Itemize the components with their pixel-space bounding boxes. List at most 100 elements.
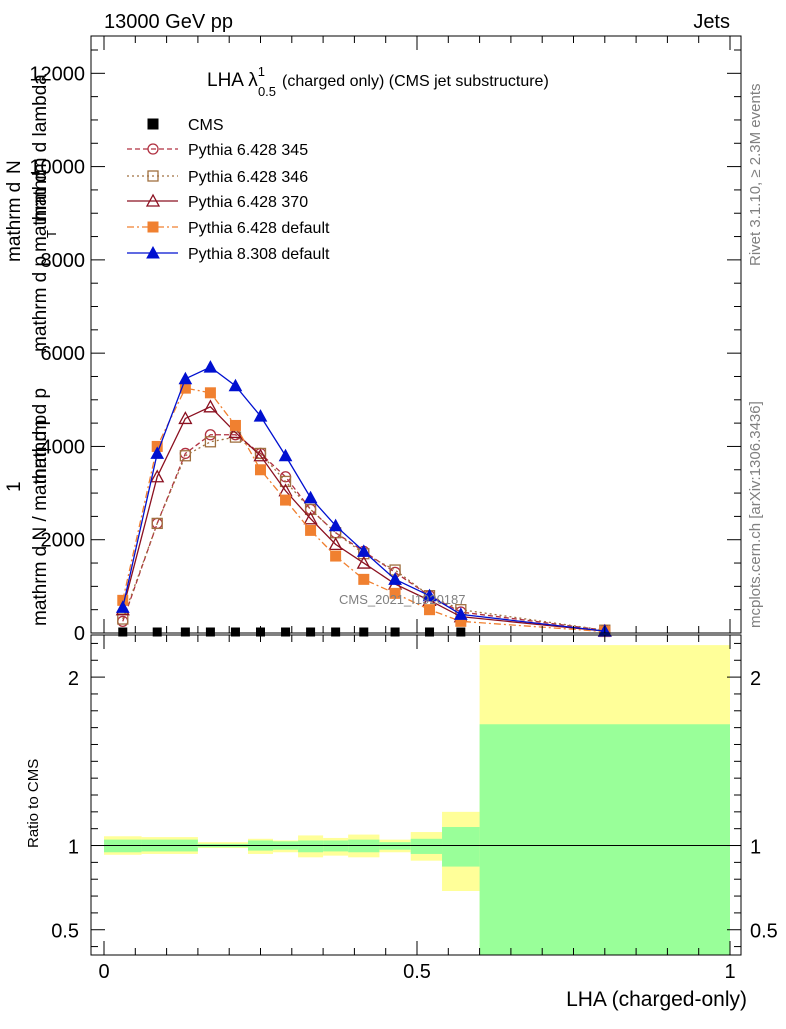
data-point: [146, 245, 160, 259]
data-point: [356, 555, 371, 569]
data-point: [147, 118, 159, 130]
ylabel-part-7: mathrm d p: [30, 256, 51, 352]
x-axis-label: LHA (charged-only): [566, 988, 747, 1011]
process-label: Jets: [693, 11, 730, 33]
ylabel-part-1: 1: [4, 481, 25, 492]
analysis-watermark: CMS_2021_I1920187: [339, 592, 466, 607]
main-plot-frame: [90, 35, 742, 634]
data-point: [278, 448, 293, 462]
ylabel-part-9: T: [44, 230, 59, 238]
legend-label-p6-345: Pythia 6.428 345: [188, 142, 308, 159]
main-ytick-label: 10000: [29, 157, 85, 179]
main-ytick-label: 2000: [41, 530, 86, 552]
ratio-plot: 0.5 0.5 1 1 2 2 0 0.5 1 Ratio to CMS LHA (charge…: [25, 634, 778, 1011]
data-point: [145, 193, 161, 207]
ratio-ytick-label-right: 0.5: [750, 921, 778, 943]
data-point: [304, 503, 317, 516]
main-y-axis-label: 1 mathrm d N / mathrm d p mathrm d p mat…: [4, 74, 59, 626]
series-line: [122, 406, 605, 632]
ylabel-part-3: mathrm d p: [30, 388, 51, 484]
data-point: [152, 627, 162, 637]
ratio-ytick-label-right: 1: [750, 837, 761, 859]
data-point: [204, 387, 216, 399]
data-point: [280, 494, 292, 506]
ratio-y-axis-label: Ratio to CMS: [25, 759, 42, 848]
data-point: [203, 360, 218, 373]
data-point: [388, 572, 402, 585]
data-point: [147, 221, 159, 233]
data-point: [255, 464, 266, 476]
data-point: [179, 450, 192, 462]
data-point: [306, 627, 316, 637]
ratio-band-green: [479, 724, 730, 955]
legend-label-p6-370: Pythia 6.428 370: [188, 194, 308, 211]
series-line: [122, 436, 605, 631]
plot-title: LHA λ1 0.5(charged only) (CMS jet substru…: [207, 64, 549, 99]
data-point: [303, 511, 318, 525]
data-point: [424, 604, 436, 616]
data-point: [328, 518, 343, 532]
x-tick-label: 0: [98, 961, 109, 983]
data-point: [356, 544, 371, 557]
data-point: [390, 627, 400, 637]
data-point: [118, 627, 128, 637]
main-plot: 0 2000 4000 6000 8000 10000 12000 LHA λ1 0.5(ch…: [4, 35, 742, 645]
site-label: mcplots.cern.ch [arXiv:1306.3436]: [747, 401, 764, 628]
data-point: [180, 627, 190, 637]
data-point: [279, 475, 292, 488]
main-plot-axes: 0 2000 4000 6000 8000 10000 12000: [29, 36, 741, 645]
main-plot-data: [115, 360, 612, 638]
data-point: [389, 587, 401, 599]
data-point: [453, 607, 468, 620]
ratio-band-green: [442, 827, 480, 867]
data-point: [331, 627, 341, 637]
data-point: [229, 419, 241, 431]
ylabel-part-4: mathrm d lambda: [30, 74, 51, 222]
data-point: [150, 446, 165, 459]
data-point: [281, 627, 291, 637]
data-point: [230, 627, 240, 637]
data-point: [178, 411, 193, 425]
data-point: [115, 600, 130, 613]
data-point: [425, 627, 435, 637]
data-point: [228, 378, 243, 392]
main-ytick-label: 6000: [41, 343, 86, 365]
main-ytick-label: 0: [74, 623, 85, 645]
x-tick-label: 0.5: [403, 961, 431, 983]
series-line: [122, 366, 605, 632]
data-point: [328, 537, 343, 551]
ratio-plot-axes: 0.5 0.5 1 1 2 2 0 0.5 1: [51, 635, 778, 983]
ylabel-part-2: mathrm d N / mathrm d p: [30, 415, 51, 626]
legend-symbols: [127, 118, 178, 259]
data-point: [330, 550, 342, 562]
legend-label-cms: CMS: [188, 117, 224, 134]
data-point: [253, 448, 268, 462]
data-point: [151, 517, 163, 530]
legend: CMS Pythia 6.428 345 Pythia 6.428 346 Py…: [127, 117, 330, 263]
data-point: [305, 524, 317, 536]
ratio-ytick-label: 1: [68, 837, 79, 859]
data-point: [117, 613, 129, 625]
main-ytick-label: 4000: [41, 436, 86, 458]
rivet-label: Rivet 3.1.10, ≥ 2.3M events: [747, 84, 764, 267]
ylabel-part-6: N: [4, 160, 25, 174]
main-ytick-label: 12000: [29, 63, 85, 85]
data-point: [253, 409, 268, 422]
ratio-plot-frame: [90, 634, 742, 956]
data-point: [178, 371, 193, 385]
series-5: [115, 360, 612, 637]
data-point: [422, 588, 437, 602]
ratio-bands: [91, 645, 741, 955]
data-point: [147, 170, 159, 182]
ratio-ytick-label-right: 2: [750, 668, 761, 690]
ratio-ytick-label: 0.5: [51, 921, 79, 943]
data-point: [147, 143, 159, 155]
data-point: [150, 469, 165, 483]
ylabel-part-5: mathrm d: [4, 182, 25, 262]
ylabel-part-8: mathrm d: [30, 172, 51, 252]
data-point: [204, 436, 217, 448]
energy-label: 13000 GeV pp: [104, 11, 233, 33]
data-point: [456, 627, 466, 637]
legend-label-p8-default: Pythia 8.308 default: [188, 246, 330, 263]
